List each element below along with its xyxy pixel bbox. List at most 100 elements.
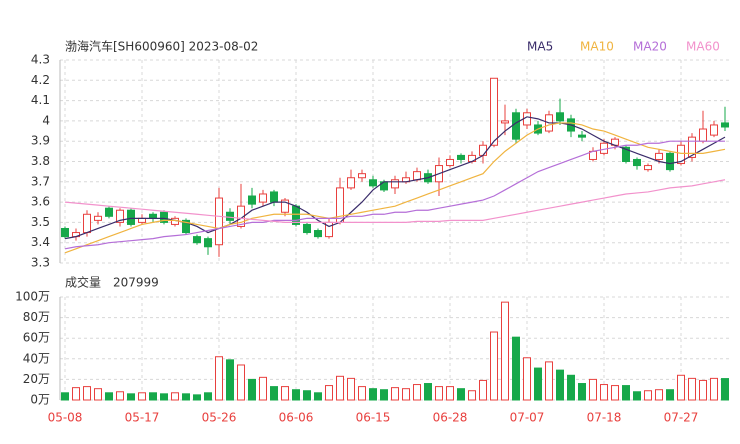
y-tick-label: 3.9 (31, 134, 50, 148)
volume-bar (622, 385, 630, 401)
candle-body (369, 179, 377, 187)
volume-bar (226, 359, 234, 401)
volume-bar (611, 385, 619, 401)
candle-body (193, 236, 201, 244)
y-tick-label: 4.2 (31, 73, 50, 87)
volume-tick-label: 40万 (23, 351, 50, 365)
candle-body (501, 120, 509, 124)
legend-entry: MA5 (527, 40, 553, 54)
x-tick-label: 05-08 (48, 411, 83, 425)
x-tick-label: 06-06 (279, 411, 314, 425)
volume-bar (523, 357, 531, 401)
volume-bar (281, 386, 289, 401)
volume-bar (468, 390, 476, 401)
candle-body (457, 154, 465, 160)
volume-bar (380, 389, 388, 401)
volume-bar (457, 388, 465, 401)
y-tick-label: 3.6 (31, 195, 50, 209)
candle-body (160, 211, 168, 223)
candle-body (666, 152, 674, 171)
candle-body (281, 199, 289, 213)
candle-body (710, 124, 718, 136)
y-tick-label: 4.3 (31, 53, 50, 67)
volume-tick-label: 80万 (23, 310, 50, 324)
volume-bar (721, 378, 729, 401)
candle-body (358, 173, 366, 179)
volume-bar (666, 389, 674, 401)
volume-bar (127, 393, 135, 401)
legend-entry: MA20 (633, 40, 667, 54)
volume-bar (138, 392, 146, 401)
candle-body (556, 112, 564, 122)
candle-body (83, 213, 91, 234)
volume-bar (303, 390, 311, 401)
candle-body (116, 209, 124, 223)
volume-bar (149, 392, 157, 401)
volume-bar (61, 392, 69, 401)
candle-body (633, 158, 641, 167)
candle-body (677, 144, 685, 165)
volume-bar (325, 385, 333, 401)
volume-bar (435, 386, 443, 401)
volume-bar (545, 361, 553, 401)
volume-tick-label: 60万 (23, 331, 50, 345)
volume-bar (633, 391, 641, 401)
volume-bar (655, 389, 663, 401)
volume-bar (391, 387, 399, 401)
volume-bar (259, 376, 267, 401)
volume-bar (292, 389, 300, 401)
candle-body (259, 193, 267, 203)
volume-last: 207999 (113, 276, 159, 290)
legend-entry: MA60 (686, 40, 720, 54)
volume-bar (479, 379, 487, 401)
volume-bar (270, 386, 278, 401)
candle-body (182, 219, 190, 234)
volume-bar (160, 393, 168, 401)
ma-line (64, 122, 726, 254)
volume-bar (215, 356, 223, 401)
candle-body (490, 77, 498, 146)
candle-body (699, 128, 707, 142)
candle-body (446, 158, 454, 167)
volume-bar (182, 393, 190, 401)
candle-body (270, 191, 278, 203)
candle-body (622, 146, 630, 162)
y-tick-label: 3.3 (31, 256, 50, 270)
candle-body (512, 112, 520, 140)
candle-body (303, 223, 311, 234)
candle-body (215, 197, 223, 246)
volume-bar (556, 369, 564, 401)
candle-body (138, 217, 146, 223)
candle-body (578, 134, 586, 138)
volume-bar (589, 378, 597, 401)
volume-bar (512, 336, 520, 401)
volume-bar (534, 367, 542, 401)
candle-body (347, 177, 355, 189)
volume-bar (193, 394, 201, 401)
x-tick-label: 05-26 (202, 411, 237, 425)
volume-label: 成交量 (65, 275, 101, 290)
volume-bar (490, 331, 498, 401)
volume-tick-label: 100万 (15, 290, 50, 304)
y-tick-label: 3.7 (31, 174, 50, 188)
volume-bar (237, 364, 245, 401)
candle-body (479, 144, 487, 156)
volume-bar (369, 388, 377, 401)
volume-bar (644, 390, 652, 401)
chart-title: 渤海汽车[SH600960] 2023-08-02 (65, 39, 258, 54)
ma-line (64, 140, 725, 250)
volume-bar (413, 384, 421, 401)
volume-bar (501, 301, 509, 401)
x-tick-label: 06-28 (433, 411, 468, 425)
x-tick-label: 06-15 (356, 411, 391, 425)
candle-body (204, 238, 212, 248)
volume-bar (171, 392, 179, 401)
volume-tick-label: 0万 (30, 393, 50, 407)
volume-bar (699, 379, 707, 401)
volume-bar (336, 375, 344, 401)
volume-bar (204, 392, 212, 401)
volume-bar (72, 387, 80, 401)
candle-body (721, 122, 729, 128)
candle-body (688, 136, 696, 158)
